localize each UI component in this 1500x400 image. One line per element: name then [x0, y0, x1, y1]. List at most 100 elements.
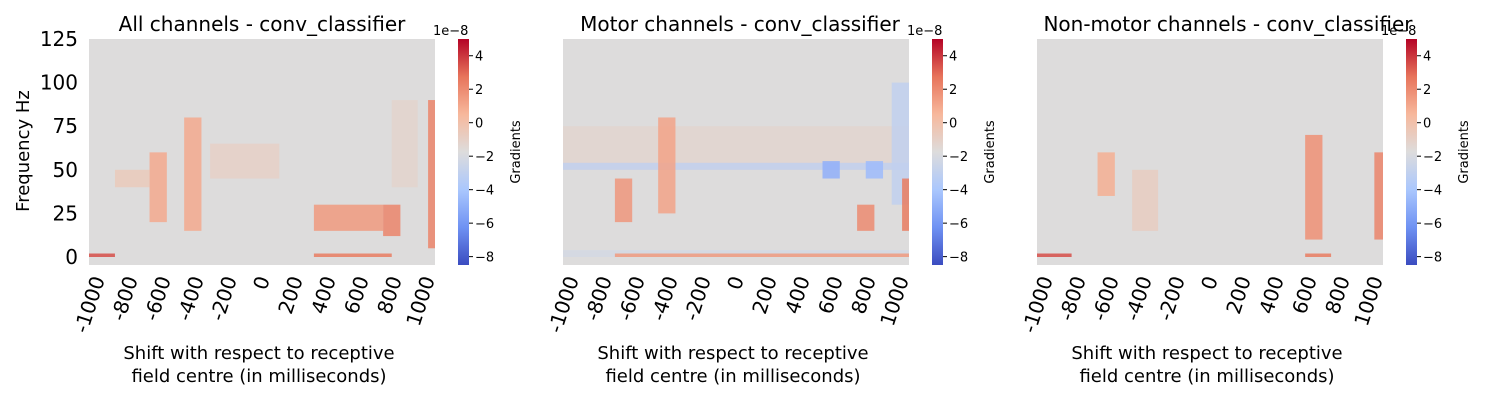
colorbar-tick-label: −2	[949, 150, 968, 165]
heatmap-cell	[822, 161, 840, 179]
heatmap-cell	[857, 204, 875, 231]
y-tick-label: 125	[40, 27, 78, 51]
x-tick-label: 800	[372, 273, 407, 317]
x-tick-label: 400	[1254, 273, 1289, 317]
heatmap-cell	[383, 204, 401, 237]
heatmap-cell	[614, 178, 633, 223]
colorbar: 1e−8 4 2 0 −2 −4 −6 −8 Gradients	[1381, 24, 1472, 266]
x-tick-label: -400	[646, 273, 683, 324]
y-tick-label: 0	[65, 245, 78, 269]
colorbar-label: Gradients	[983, 120, 998, 184]
x-tick-label: -600	[139, 273, 176, 324]
x-tick-label: 200	[1221, 273, 1256, 317]
x-tick-label: -800	[1054, 273, 1091, 324]
heatmap-cell	[114, 169, 150, 188]
heatmap-cell	[1037, 253, 1072, 257]
heatmap-cell	[891, 82, 909, 205]
x-tick-label: -800	[106, 273, 143, 324]
heatmap-cell	[614, 253, 909, 257]
heatmap-cell	[313, 204, 384, 231]
x-tick-label: 800	[846, 273, 881, 317]
x-tick-label: -400	[1120, 273, 1157, 324]
x-tick-label: -200	[205, 273, 242, 324]
heatmap-cell	[563, 162, 909, 170]
heatmap-cell	[1305, 134, 1323, 240]
x-tick-label: -200	[679, 273, 716, 324]
panel-title: Non-motor channels - conv_classifier	[1043, 12, 1413, 36]
heatmap-background	[1037, 39, 1383, 265]
x-tick-label: 0	[248, 273, 275, 293]
colorbar-tick-label: 0	[475, 117, 483, 132]
heatmap-cell	[149, 152, 167, 223]
colorbar-tick-label: −4	[475, 184, 494, 199]
y-tick-label: 50	[53, 158, 78, 182]
x-tick-label: 600	[1287, 273, 1322, 317]
colorbar-label: Gradients	[509, 120, 524, 184]
colorbar: 1e−8 4 2 0 −2 −4 −6 −8 Gradients	[907, 24, 998, 266]
colorbar-tick-label: 4	[1423, 50, 1431, 65]
x-tick-label: 1000	[401, 273, 440, 329]
x-tick-label: 600	[339, 273, 374, 317]
x-tick-label: 200	[273, 273, 308, 317]
heatmap-cell	[658, 117, 676, 214]
x-tick-label: -200	[1153, 273, 1190, 324]
colorbar-tick-label: 4	[949, 50, 957, 65]
colorbar-tick-label: −6	[949, 217, 968, 232]
colorbar-exponent: 1e−8	[1381, 24, 1416, 39]
x-axis-label-line1: Shift with respect to receptive	[1071, 343, 1342, 364]
x-tick-label: -1000	[1017, 273, 1058, 336]
panel-non-motor-channels: Non-motor channels - conv_classifier -10…	[1017, 12, 1472, 387]
x-tick-label: -1000	[543, 273, 584, 336]
heatmap-cell	[184, 117, 202, 231]
panel-motor-channels: Motor channels - conv_classifier -1000-8…	[543, 12, 998, 387]
x-tick-label: 0	[1196, 273, 1223, 293]
heatmap-area	[1037, 39, 1383, 265]
heatmap-cell	[563, 126, 909, 170]
colorbar-tick-label: −8	[949, 251, 968, 266]
colorbar-tick-label: 2	[475, 83, 483, 98]
x-axis-label-line2: field centre (in milliseconds)	[1079, 366, 1334, 387]
y-tick-label: 25	[53, 201, 78, 225]
x-tick-label: 800	[1320, 273, 1355, 317]
colorbar-label: Gradients	[1457, 120, 1472, 184]
y-tick-labels: 0 25 50 75 100 125	[40, 27, 78, 269]
colorbar-tick-label: −6	[1423, 217, 1442, 232]
x-tick-label: -400	[172, 273, 209, 324]
heatmap-cell	[1097, 152, 1115, 196]
heatmap-cell	[1132, 169, 1159, 231]
colorbar-tick-label: −4	[1423, 184, 1442, 199]
colorbar-tick-label: −2	[475, 150, 494, 165]
y-axis-label: Frequency Hz	[13, 90, 34, 212]
x-tick-label: -1000	[69, 273, 110, 336]
x-axis-label-line2: field centre (in milliseconds)	[131, 366, 386, 387]
x-tick-label: 0	[722, 273, 749, 293]
x-tick-label: -800	[580, 273, 617, 324]
colorbar-gradient	[932, 39, 943, 265]
y-tick-label: 100	[40, 71, 78, 95]
colorbar-gradient	[458, 39, 469, 265]
x-tick-label: 1000	[1349, 273, 1388, 329]
colorbar-tick-label: −4	[949, 184, 968, 199]
x-axis-label-line1: Shift with respect to receptive	[597, 343, 868, 364]
heatmap-area	[89, 39, 435, 265]
panel-title: Motor channels - conv_classifier	[580, 12, 900, 36]
colorbar-tick-label: −2	[1423, 150, 1442, 165]
heatmap-cell	[1374, 152, 1383, 240]
x-tick-label: -600	[1087, 273, 1124, 324]
heatmap-cell	[89, 253, 115, 257]
colorbar-tick-label: 0	[1423, 117, 1431, 132]
colorbar-tick-label: 2	[949, 83, 957, 98]
heatmap-cell	[428, 100, 435, 249]
x-tick-label: 1000	[875, 273, 914, 329]
panel-all-channels: All channels - conv_classifier -1000-800…	[13, 12, 524, 387]
colorbar-gradient	[1406, 39, 1417, 265]
colorbar-tick-label: 2	[1423, 83, 1431, 98]
x-tick-label: 400	[306, 273, 341, 317]
heatmap-area	[563, 39, 909, 265]
colorbar-tick-label: 0	[949, 117, 957, 132]
heatmap-cell	[313, 253, 392, 257]
